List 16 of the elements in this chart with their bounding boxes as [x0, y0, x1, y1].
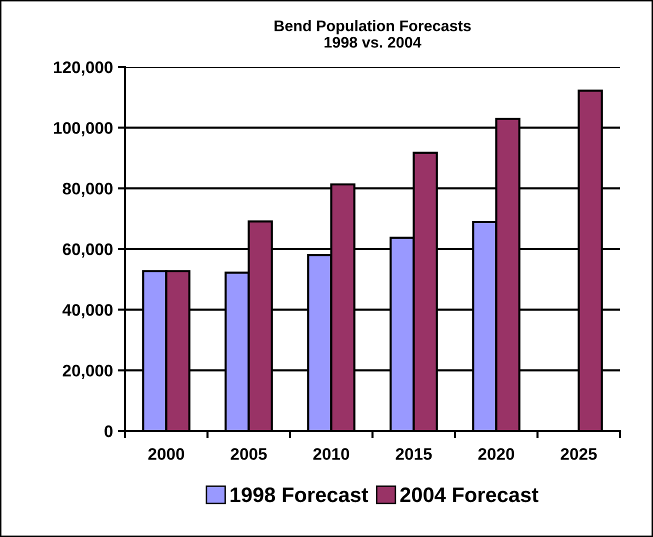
- x-tick-label: 2015: [396, 448, 432, 460]
- y-tick-label: 120,000: [54, 61, 113, 76]
- y-tick-label: 80,000: [62, 182, 113, 197]
- y-tick-label: 0: [104, 425, 113, 438]
- x-tick-label: 2020: [478, 448, 514, 460]
- chart-title: Bend Population Forecasts 1998 vs. 2004: [274, 20, 471, 48]
- y-tick-label: 40,000: [62, 304, 113, 318]
- x-tick-label: 2010: [313, 448, 350, 460]
- x-tick-label: 2000: [148, 448, 184, 460]
- legend-label: 2004 Forecast: [400, 487, 538, 502]
- y-tick-label: 20,000: [62, 364, 113, 379]
- y-tick-label: 100,000: [54, 122, 113, 136]
- y-tick-label: 60,000: [62, 243, 113, 258]
- legend-label: 1998 Forecast: [230, 487, 368, 502]
- x-tick-label: 2025: [560, 448, 597, 460]
- x-tick-label: 2005: [230, 448, 267, 460]
